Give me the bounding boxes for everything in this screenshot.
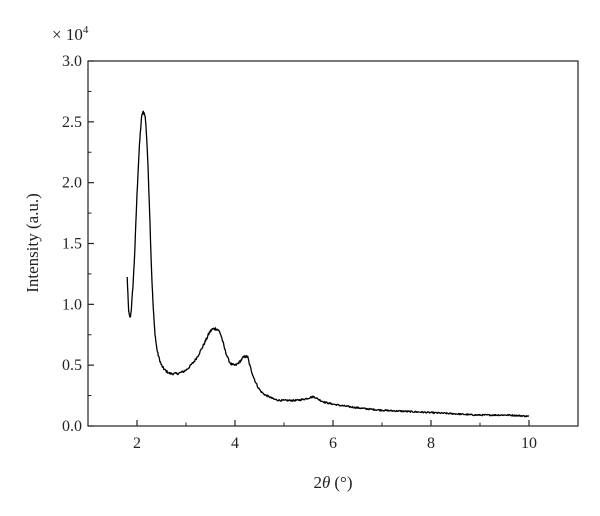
- series-line: [126, 110, 530, 418]
- x-axis-label-unit: (°): [334, 473, 352, 492]
- y-tick-label: 1.0: [62, 296, 82, 313]
- y-tick-label: 3.0: [62, 53, 82, 70]
- series-layer: [126, 110, 530, 418]
- y-tick-label: 1.5: [62, 236, 82, 253]
- x-tick-label: 6: [329, 435, 337, 452]
- x-tick-label: 10: [521, 435, 537, 452]
- y-axis: 0.0 0.5 1.0 1.5 2.0 2.5 3.0: [62, 53, 94, 435]
- y-multiplier-label: × 104: [52, 24, 89, 44]
- y-tick-label: 0.0: [62, 418, 82, 435]
- x-tick-label: 4: [231, 435, 239, 452]
- y-multiplier-base: × 10: [52, 25, 83, 44]
- y-tick-label: 2.0: [62, 175, 82, 192]
- y-tick-label: 0.5: [62, 357, 82, 374]
- x-axis-label: 2θ (°): [314, 473, 353, 492]
- y-multiplier-exponent: 4: [83, 24, 89, 36]
- x-axis-label-symbol: θ: [322, 473, 330, 492]
- x-tick-label: 8: [427, 435, 435, 452]
- x-tick-label: 2: [133, 435, 141, 452]
- x-axis: 2 4 6 8 10: [87, 420, 579, 452]
- y-axis-label: Intensity (a.u.): [23, 193, 42, 293]
- y-tick-label: 2.5: [62, 114, 82, 131]
- x-axis-label-prefix: 2: [314, 473, 323, 492]
